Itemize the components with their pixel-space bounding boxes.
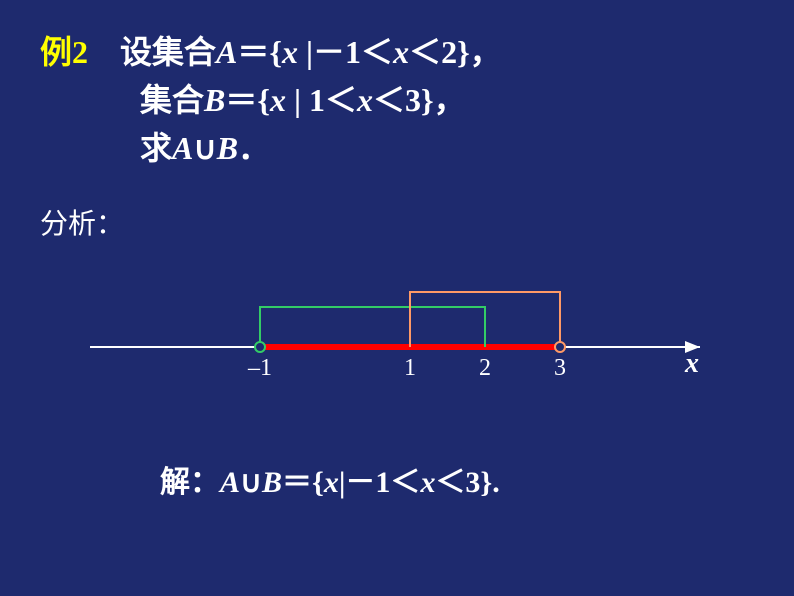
var-x: x bbox=[357, 82, 373, 118]
text-segment: ＝{ bbox=[225, 82, 270, 118]
text-segment: 求 bbox=[140, 130, 172, 166]
svg-text:2: 2 bbox=[479, 355, 491, 381]
text-segment: ． bbox=[238, 130, 270, 166]
svg-text:1: 1 bbox=[404, 355, 416, 381]
var-x: x bbox=[282, 34, 298, 70]
diagram-svg: –1 1 2 3 x bbox=[60, 277, 760, 397]
var-x: x bbox=[420, 466, 435, 499]
union-symbol: ∪ bbox=[193, 130, 216, 166]
text-segment: 设集合 bbox=[120, 34, 216, 70]
set-b: B bbox=[262, 466, 282, 499]
var-x: x bbox=[270, 82, 286, 118]
problem-line-3: 求A∪B． bbox=[140, 124, 754, 172]
svg-text:–1: –1 bbox=[247, 355, 272, 381]
text-segment: ＜3}. bbox=[435, 466, 499, 499]
var-x: x bbox=[393, 34, 409, 70]
text-segment: ＜3}， bbox=[373, 82, 466, 118]
example-label: 例2 bbox=[40, 34, 88, 70]
set-b: B bbox=[217, 130, 238, 166]
text-segment: |－1＜ bbox=[339, 466, 421, 499]
set-a: A bbox=[216, 34, 237, 70]
svg-text:3: 3 bbox=[554, 355, 566, 381]
text-segment: |－1＜ bbox=[298, 34, 393, 70]
text-segment: | 1＜ bbox=[286, 82, 357, 118]
text-segment: ＝{ bbox=[282, 466, 324, 499]
problem-line-2: 集合B＝{x | 1＜x＜3}， bbox=[140, 76, 754, 124]
problem-line-1: 例2 设集合A＝{x |－1＜x＜2}， bbox=[40, 28, 754, 76]
solution-label: 解： bbox=[160, 466, 220, 499]
set-a: A bbox=[220, 466, 240, 499]
text-segment: 集合 bbox=[140, 82, 204, 118]
text-segment: ＝{ bbox=[237, 34, 282, 70]
var-x: x bbox=[324, 466, 339, 499]
set-a: A bbox=[172, 130, 193, 166]
number-line-diagram: –1 1 2 3 x bbox=[60, 277, 760, 397]
solution-line: 解：A∪B＝{x|－1＜x＜3}. bbox=[160, 457, 754, 501]
analysis-label: 分析： bbox=[40, 202, 754, 242]
text-segment: ＜2}， bbox=[409, 34, 502, 70]
set-b: B bbox=[204, 82, 225, 118]
union-symbol: ∪ bbox=[240, 466, 262, 499]
svg-text:x: x bbox=[684, 348, 699, 379]
